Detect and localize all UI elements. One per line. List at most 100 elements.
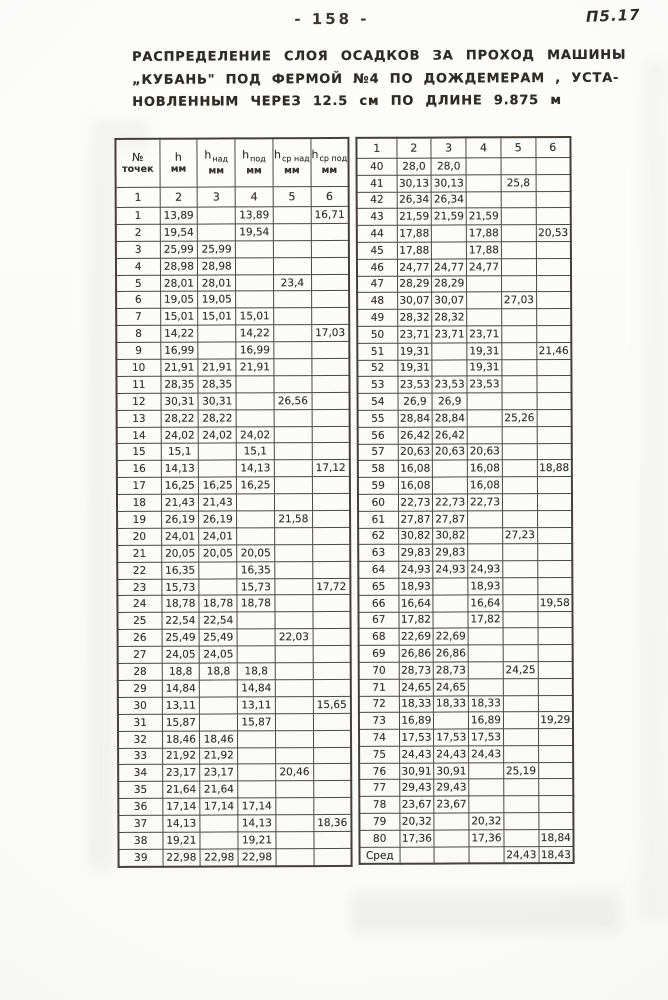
- table-cell: 27: [117, 646, 162, 664]
- table-cell: 25,99: [197, 240, 236, 258]
- table-row: 26 25,49 25,49 22,03: [117, 628, 351, 647]
- table-row: 25 22,54 22,54: [117, 611, 351, 630]
- table-cell: 21,64: [200, 781, 238, 799]
- table-cell: [501, 392, 537, 410]
- table-cell: 24,43: [399, 745, 434, 763]
- table-cell: 27,87: [398, 510, 433, 528]
- table-cell: 16,25: [236, 477, 275, 495]
- table-cell: 29,83: [398, 544, 434, 562]
- table-cell: [537, 661, 573, 679]
- table-cell: [467, 426, 503, 444]
- table-cell: [537, 610, 573, 628]
- table-cell: [313, 730, 352, 748]
- table-cell: 30,31: [160, 392, 199, 410]
- table-cell: [311, 273, 350, 292]
- table-cell: 28,32: [397, 309, 433, 327]
- table-cell: [312, 476, 350, 494]
- table-cell: 18,43: [538, 846, 574, 864]
- table-row: 56 26,42 26,42: [357, 426, 572, 444]
- table-cell: [538, 762, 574, 780]
- column-header: hср над мм: [272, 138, 311, 187]
- table-row: 66 16,64 16,64 19,58: [358, 594, 573, 612]
- table-cell: 21,59: [431, 208, 467, 226]
- table-cell: 18,46: [199, 730, 238, 748]
- table-cell: [311, 426, 350, 444]
- table-cell: 61: [358, 510, 399, 528]
- table-row: 36 17,14 17,14 17,14: [118, 797, 352, 816]
- table-cell: [501, 275, 537, 293]
- table-cell: 25,49: [161, 629, 200, 647]
- table-cell: [502, 611, 538, 629]
- table-row: 16 14,13 14,13 17,12: [116, 459, 350, 478]
- table-cell: [466, 157, 501, 175]
- table-cell: [275, 814, 314, 832]
- table-row: 17 16,25 16,25 16,25: [116, 476, 350, 495]
- table-cell: 19,54: [159, 223, 198, 242]
- table-cell: [275, 713, 314, 731]
- table-cell: [198, 325, 236, 343]
- table-cell: [433, 594, 469, 612]
- table-row: 27 24,05 24,05: [117, 645, 351, 664]
- table-row: 13 28,22 28,22: [116, 409, 350, 428]
- table-cell: 21,46: [536, 342, 572, 360]
- table-cell: [468, 796, 504, 813]
- table-cell: [236, 510, 275, 528]
- table-cell: 3: [431, 137, 467, 159]
- table-cell: 28,32: [431, 309, 467, 327]
- table-cell: 18,93: [398, 577, 434, 595]
- table-cell: [274, 561, 313, 579]
- table-cell: [235, 274, 274, 292]
- table-row: 52 19,31 19,31: [357, 359, 572, 377]
- table-cell: 24,43: [503, 846, 539, 864]
- table-cell: 15,73: [161, 578, 200, 596]
- table-cell: [537, 526, 573, 544]
- table-cell: [311, 375, 350, 393]
- table-cell: [273, 257, 312, 275]
- table-cell: 1: [356, 137, 397, 159]
- table-cell: 16,25: [198, 477, 237, 495]
- table-cell: 47: [357, 275, 398, 293]
- table-cell: 28,29: [431, 275, 467, 293]
- table-cell: 48: [357, 292, 398, 310]
- table-cell: 29,43: [434, 779, 469, 797]
- table-cell: 19,58: [537, 594, 573, 612]
- table-cell: [274, 443, 313, 461]
- table-cell: 15,01: [197, 308, 236, 326]
- table-cell: [273, 375, 312, 393]
- table-cell: 15,73: [236, 578, 275, 596]
- table-cell: [466, 292, 502, 310]
- table-cell: 30: [117, 697, 162, 715]
- table-cell: 2: [159, 187, 198, 208]
- table-cell: [273, 358, 312, 376]
- table-row: 28 18,8 18,8 18,8: [117, 662, 351, 681]
- table-cell: 24,77: [396, 258, 432, 276]
- table-cell: [197, 206, 236, 224]
- table-cell: 20,05: [198, 544, 237, 562]
- table-cell: 13,89: [235, 206, 274, 224]
- table-cell: [311, 341, 350, 359]
- table-cell: [537, 493, 573, 511]
- table-cell: 14,84: [161, 680, 200, 698]
- column-header: h мм: [159, 138, 198, 188]
- table-cell: [537, 510, 573, 528]
- table-cell: 13,89: [159, 207, 198, 225]
- table-cell: 28,0: [431, 157, 467, 175]
- table-cell: 80: [359, 830, 400, 848]
- table-row: 73 16,89 16,89 19,29: [358, 711, 573, 730]
- table-cell: 16,89: [398, 712, 434, 730]
- table-cell: 4: [235, 186, 274, 207]
- table-cell: [273, 223, 312, 241]
- table-cell: 36: [118, 798, 163, 816]
- table-cell: [312, 594, 351, 612]
- table-cell: [466, 275, 502, 293]
- table-cell: 66: [358, 594, 399, 612]
- left-data-table: № точек h мм hнад мм hпод мм hср над мм hср под мм …: [114, 136, 353, 868]
- table-cell: 18,8: [199, 662, 238, 681]
- table-cell: [501, 258, 537, 276]
- table-cell: 18: [116, 494, 162, 512]
- table-cell: 42: [356, 191, 397, 209]
- table-cell: [274, 426, 312, 444]
- table-cell: [536, 375, 572, 393]
